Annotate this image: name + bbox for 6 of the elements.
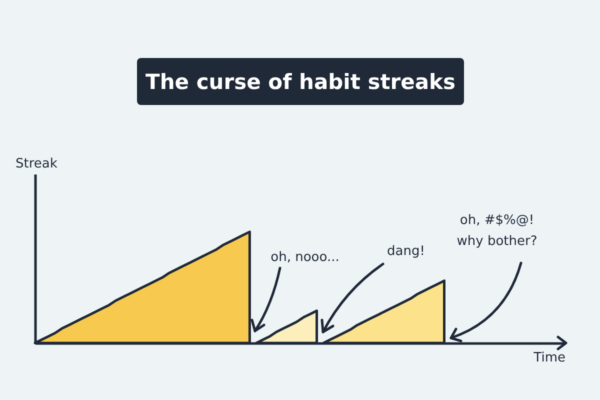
- annotation: dang!: [387, 244, 425, 259]
- x-axis-title: Time: [532, 350, 566, 366]
- annotation: oh, nooo...: [270, 250, 340, 265]
- annotation: oh, #$%@! why bother?: [456, 213, 538, 249]
- y-axis-title: Streak: [16, 156, 58, 172]
- chart-title: The curse of habit streaks: [137, 58, 464, 105]
